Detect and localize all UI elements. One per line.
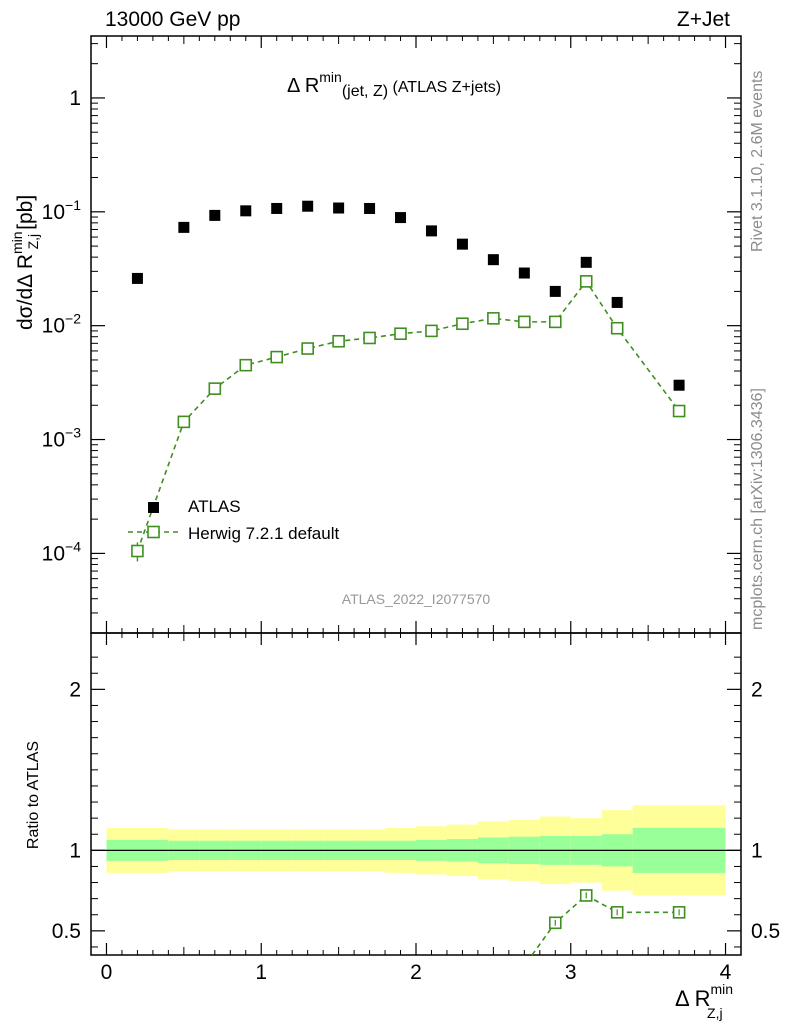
main-y-tick-label: 10−2 xyxy=(42,311,82,338)
ratio-y-tick-label-right: 2 xyxy=(751,678,763,701)
main-y-tick-label-base: 10 xyxy=(42,542,65,565)
herwig-point xyxy=(363,331,376,345)
atlas-point xyxy=(178,221,190,233)
y-axis-main-label: dσ/dΔ RminZ,j [pb] xyxy=(9,195,41,330)
main-frame xyxy=(90,35,742,634)
ratio-x-tick-label: 0 xyxy=(101,961,113,984)
herwig-point xyxy=(425,324,438,338)
atlas-point xyxy=(518,267,530,279)
legend-herwig-label: Herwig 7.2.1 default xyxy=(188,524,339,543)
x-label-sup: min xyxy=(710,981,733,997)
ratio-x-tick-label: 3 xyxy=(565,961,577,984)
svg-text:Δ RminZ,j: Δ Rmin Z,j xyxy=(675,981,733,1021)
y-main-label-sub: Z,j xyxy=(25,234,41,250)
atlas-point xyxy=(580,256,592,268)
atlas-point xyxy=(487,254,499,266)
herwig-point xyxy=(579,275,593,288)
atlas-point xyxy=(549,285,561,297)
atlas-point xyxy=(395,212,407,224)
herwig-point xyxy=(208,382,222,395)
x-label-text: Δ R xyxy=(675,986,710,1011)
main-y-tick-label-exp: −4 xyxy=(65,538,81,554)
ratio-y-tick-label-left: 0.5 xyxy=(52,920,81,943)
main-y-tick-label-base: 1 xyxy=(69,87,81,110)
main-panel: 10−410−310−210−11 xyxy=(42,35,742,634)
header-right-label: Z+Jet xyxy=(677,8,730,31)
atlas-point xyxy=(271,202,283,214)
analysis-id: ATLAS_2022_I2077570 xyxy=(342,591,491,607)
header-left-label: 13000 GeV pp xyxy=(105,8,240,31)
herwig-point xyxy=(548,315,562,329)
main-y-tick-label-exp: −1 xyxy=(65,197,81,213)
main-y-tick-label-base: 10 xyxy=(42,429,65,452)
main-y-tick-label: 1 xyxy=(69,87,81,110)
ratio-frame xyxy=(90,632,742,956)
svg-text:dσ/dΔ RminZ,j[pb]: dσ/dΔ RminZ,j [pb] xyxy=(9,195,41,330)
title-main: Δ R xyxy=(287,75,319,97)
ratio-x-tick-label: 1 xyxy=(255,961,267,984)
herwig-point xyxy=(518,315,531,329)
atlas-point xyxy=(333,202,345,214)
main-y-tick-label: 10−1 xyxy=(42,197,82,224)
herwig-point xyxy=(332,334,345,348)
atlas-point xyxy=(364,202,376,214)
svg-text:Δ Rmin(jet, Z) (ATLAS Z+jets): Δ Rmin(jet, Z) (ATLAS Z+jets) xyxy=(287,69,501,100)
text-layer: 13000 GeV pp Z+Jet ATLAS_2022_I2077570 A… xyxy=(25,8,766,849)
atlas-point xyxy=(131,272,143,284)
herwig-point xyxy=(131,544,144,558)
atlas-point xyxy=(302,200,314,212)
herwig-point xyxy=(610,321,624,335)
main-y-tick-label: 10−3 xyxy=(42,425,82,452)
herwig-point xyxy=(487,312,500,325)
atlas-point xyxy=(611,296,623,308)
title-sup: min xyxy=(319,69,342,85)
plot-title: Δ Rmin(jet, Z) (ATLAS Z+jets) xyxy=(287,69,501,100)
legend-atlas-marker xyxy=(148,502,159,513)
sidebar-mcplots-text: mcplots.cern.ch [arXiv:1306.3436] xyxy=(749,388,766,630)
herwig-point xyxy=(456,317,469,331)
herwig-point xyxy=(394,327,407,341)
atlas-point xyxy=(209,209,221,221)
ratio-y-tick-label-left: 2 xyxy=(69,678,81,701)
herwig-point xyxy=(177,415,191,429)
y-axis-ratio-label: Ratio to ATLAS xyxy=(25,741,42,849)
main-y-tick-label-exp: −2 xyxy=(65,311,81,327)
ratio-x-tick-label: 4 xyxy=(720,961,732,984)
herwig-point xyxy=(672,404,686,418)
herwig-point xyxy=(301,342,314,355)
ratio-x-tick-label: 2 xyxy=(410,961,422,984)
ratio-y-tick-label-left: 1 xyxy=(69,839,81,862)
x-axis-label: Δ Rmin Z,j xyxy=(675,981,733,1021)
ratio-panel: 0 1 2 3 4 0.5 0.5 1 1 2 2 xyxy=(52,632,780,984)
ratio-y-tick-label-right: 0.5 xyxy=(751,920,780,943)
y-main-label-text: dσ/dΔ R xyxy=(14,254,37,330)
atlas-point xyxy=(240,205,252,217)
y-main-label-units: [pb] xyxy=(14,195,37,230)
y-main-label-sup: min xyxy=(9,231,25,254)
atlas-point xyxy=(673,379,685,391)
title-sub: (jet, Z) xyxy=(342,83,388,100)
atlas-point xyxy=(456,238,468,250)
legend-herwig-marker xyxy=(147,525,160,539)
sidebar-rivet-text: Rivet 3.1.10, 2.6M events xyxy=(749,71,766,252)
main-y-tick-label: 10−4 xyxy=(42,538,82,565)
title-rest: (ATLAS Z+jets) xyxy=(388,79,501,96)
herwig-point xyxy=(239,358,253,372)
ratio-y-tick-label-right: 1 xyxy=(751,839,763,862)
atlas-point xyxy=(425,225,437,237)
herwig-point xyxy=(270,350,284,364)
legend-atlas-label: ATLAS xyxy=(188,497,241,516)
main-y-tick-label-base: 10 xyxy=(42,315,65,338)
x-label-sub: Z,j xyxy=(707,1005,723,1021)
main-y-tick-label-exp: −3 xyxy=(65,425,81,441)
main-y-tick-label-base: 10 xyxy=(42,201,65,224)
